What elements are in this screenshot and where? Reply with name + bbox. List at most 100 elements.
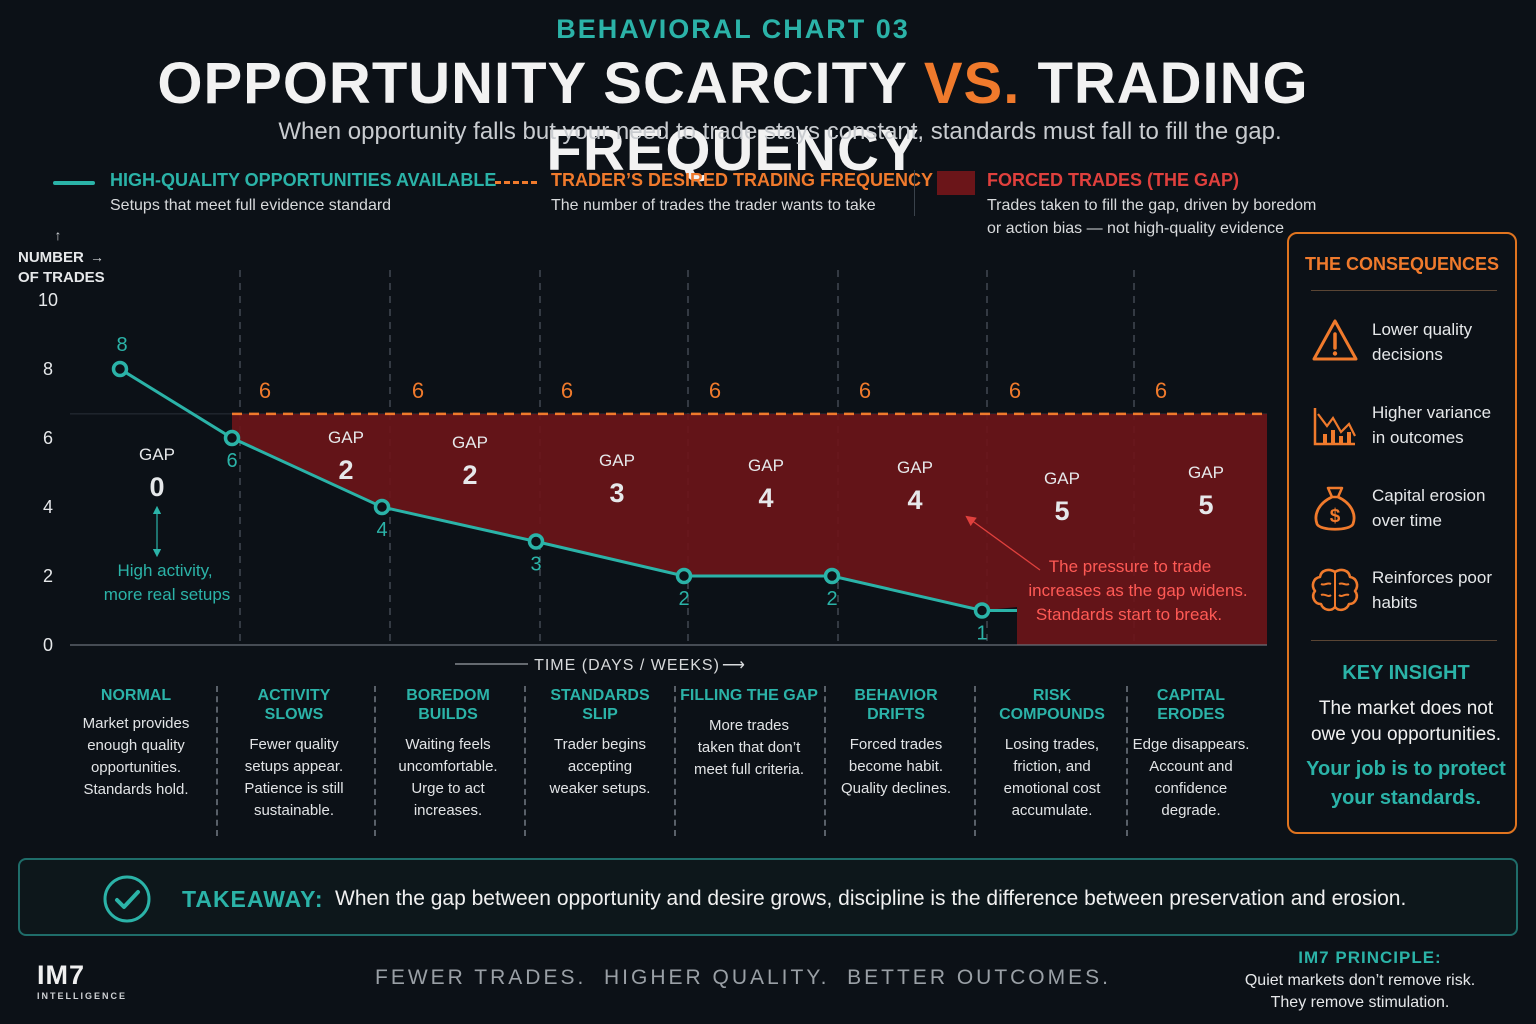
phase-description-line: Forced trades [849, 736, 943, 753]
opportunity-value-label: 3 [530, 554, 541, 576]
opportunity-value-label: 6 [226, 450, 237, 472]
phase-divider [524, 686, 526, 836]
phase-description-line: setups appear. [244, 758, 344, 775]
key-insight-emphasis-line1: Your job is to protect [1306, 758, 1506, 780]
consequences-panel: THE CONSEQUENCES Lower quality decisions… [1287, 232, 1517, 834]
pressure-annotation-line1: The pressure to trade [1049, 557, 1212, 576]
takeaway-banner: TAKEAWAY: When the gap between opportuni… [18, 858, 1518, 936]
phase-description: Losing trades, friction, and emotional cos… [977, 734, 1127, 822]
opportunity-point [973, 602, 991, 619]
phase-column: FILLING THE GAP More trades taken that don… [674, 686, 824, 781]
legend-desc-gap-line1: Trades taken to fill the gap, driven by … [987, 197, 1317, 214]
money-bag-icon: $ [1314, 486, 1356, 531]
pressure-annotation-line2: increases as the gap widens. [1028, 581, 1247, 600]
phase-description-line: Fewer quality [249, 736, 339, 753]
opportunity-value-label: 4 [376, 519, 387, 541]
legend-desc-opportunities: Setups that meet full evidence standard [110, 197, 392, 214]
logo-wordmark: IM7 [37, 960, 86, 990]
phase-description-line: Waiting feels [405, 736, 491, 753]
consequences-divider-top [1311, 290, 1497, 291]
principle-title: IM7 PRINCIPLE: [1298, 948, 1442, 967]
gap-value: 4 [758, 483, 773, 513]
line-chart: 0 2 4 6 8 10 6 6 6 6 6 6 6 8 6 4 3 2 2 1 GAP 0 GAP 2 GAP 2 GAP 3 GA… [18, 227, 1267, 674]
consequence-3-line1: Capital erosion [1372, 486, 1486, 505]
legend-title-desired: TRADER’S DESIRED TRADING FREQUENCY [551, 170, 934, 190]
desired-value-label: 6 [1155, 378, 1167, 403]
opportunity-point [823, 567, 841, 585]
phase-title: NORMAL [100, 687, 172, 704]
phase-description-line: emotional cost [1003, 780, 1101, 797]
consequence-4-line1: Reinforces poor [1372, 568, 1493, 587]
desired-value-label: 6 [709, 378, 721, 403]
high-activity-annotation-line1: High activity, [117, 561, 212, 580]
gap-label: GAP [452, 433, 488, 452]
phase-description-line: friction, and [1013, 758, 1091, 775]
phase-description-line: weaker setups. [549, 780, 651, 797]
phase-description: Trader begins accepting weaker setups. [525, 734, 675, 800]
title-part-2: TRADING FREQUENCY [546, 51, 1309, 183]
title-part-1: OPPORTUNITY SCARCITY [157, 51, 924, 116]
brain-icon [1311, 568, 1359, 612]
phase-description-line: opportunities. [90, 759, 182, 776]
phase-description: Market provides enough quality opportuniti… [61, 713, 211, 801]
phase-title: STANDARDS SLIP [550, 687, 650, 723]
gap-label: GAP [897, 458, 933, 477]
desired-value-label: 6 [859, 378, 871, 403]
phase-description-line: Standards hold. [83, 781, 189, 798]
consequence-1-line2: decisions [1372, 345, 1443, 364]
opportunity-point [373, 498, 391, 516]
phase-description-line: Patience is still [244, 780, 344, 797]
consequences-title: THE CONSEQUENCES [1304, 254, 1500, 274]
phase-title: BEHAVIOR DRIFTS [854, 687, 938, 723]
phase-divider [1126, 686, 1128, 836]
chart-variance-icon [1313, 408, 1356, 446]
y-tick-label: 10 [38, 290, 58, 310]
opportunity-point [111, 360, 129, 378]
y-axis-label-line2: OF TRADES [18, 269, 105, 286]
desired-value-label: 6 [412, 378, 424, 403]
phase-description-line: increases. [413, 802, 483, 819]
phase-column: BOREDOM BUILDS Waiting feels uncomfortable.… [373, 686, 523, 822]
phase-description-line: become habit. [848, 758, 944, 775]
y-tick-label: 2 [43, 566, 53, 586]
legend-title-gap: FORCED TRADES (THE GAP) [987, 170, 1239, 190]
phase-description-line: taken that don’t [697, 739, 801, 756]
pressure-annotation-line3: Standards start to break. [1036, 605, 1222, 624]
phase-column: RISK COMPOUNDS Losing trades, friction, and… [977, 686, 1127, 822]
principle-line1: Quiet markets don’t remove risk. [1244, 972, 1476, 989]
desired-value-label: 6 [1009, 378, 1021, 403]
opportunity-point [527, 533, 545, 550]
phase-description-line: enough quality [87, 737, 185, 754]
gap-value: 0 [149, 472, 164, 502]
phase-column: STANDARDS SLIP Trader begins accepting weake… [525, 686, 675, 800]
legend-desc-gap-line2: or action bias — not high-quality eviden… [987, 220, 1285, 237]
phase-description-line: Account and [1149, 758, 1233, 775]
y-axis-arrow: ↑ [55, 227, 62, 243]
legend-gap-swatch [937, 171, 975, 195]
phase-description: Waiting feels uncomfortable. Urge to act in… [373, 734, 523, 822]
phase-description-line: confidence [1154, 780, 1228, 797]
consequence-1-line1: Lower quality [1372, 320, 1473, 339]
phase-description: Fewer quality setups appear. Patience is s… [219, 734, 369, 822]
phase-description-line: Quality declines. [840, 780, 952, 797]
gap-label: GAP [1188, 463, 1224, 482]
phase-description-line: sustainable. [253, 802, 335, 819]
phase-divider [374, 686, 376, 836]
opportunity-value-label: 2 [826, 588, 837, 610]
consequence-4-line2: habits [1372, 593, 1418, 612]
gap-label: GAP [1044, 469, 1080, 488]
phase-column: NORMAL Market provides enough quality oppor… [61, 686, 211, 801]
x-axis-arrow: ⟶ [722, 657, 745, 674]
consequence-2-line1: Higher variance [1372, 403, 1492, 422]
key-insight-line1: The market does not [1318, 698, 1494, 719]
phase-divider [216, 686, 218, 836]
chart-kicker: BEHAVIORAL CHART 03 [556, 14, 910, 44]
phase-divider [974, 686, 976, 836]
phase-description: Forced trades become habit. Quality declin… [821, 734, 971, 800]
opportunity-point [675, 567, 693, 585]
opportunity-value-label: 2 [678, 588, 689, 610]
y-tick-label: 0 [43, 635, 53, 655]
legend-desc-desired: The number of trades the trader wants to… [551, 197, 876, 214]
gap-label: GAP [599, 451, 635, 470]
phase-title: CAPITAL ERODES [1156, 687, 1226, 723]
